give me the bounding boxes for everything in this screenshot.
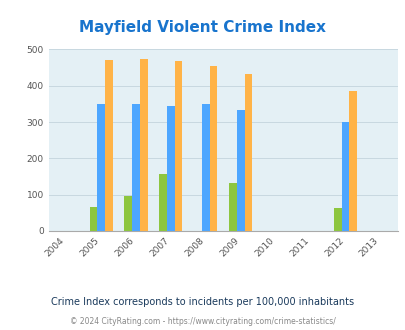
Bar <box>341 122 348 231</box>
Bar <box>237 111 244 231</box>
Bar <box>139 59 147 231</box>
Bar <box>159 174 167 231</box>
Bar <box>132 104 139 231</box>
Text: Crime Index corresponds to incidents per 100,000 inhabitants: Crime Index corresponds to incidents per… <box>51 297 354 307</box>
Bar <box>333 208 341 231</box>
Text: Mayfield Violent Crime Index: Mayfield Violent Crime Index <box>79 20 326 35</box>
Bar <box>104 60 112 231</box>
Bar <box>167 106 174 231</box>
Bar <box>90 208 97 231</box>
Bar <box>97 104 104 231</box>
Bar <box>124 196 132 231</box>
Bar <box>244 74 252 231</box>
Bar <box>229 183 237 231</box>
Bar <box>174 61 182 231</box>
Bar <box>209 66 217 231</box>
Text: © 2024 CityRating.com - https://www.cityrating.com/crime-statistics/: © 2024 CityRating.com - https://www.city… <box>70 317 335 326</box>
Bar <box>202 104 209 231</box>
Bar <box>348 90 356 231</box>
